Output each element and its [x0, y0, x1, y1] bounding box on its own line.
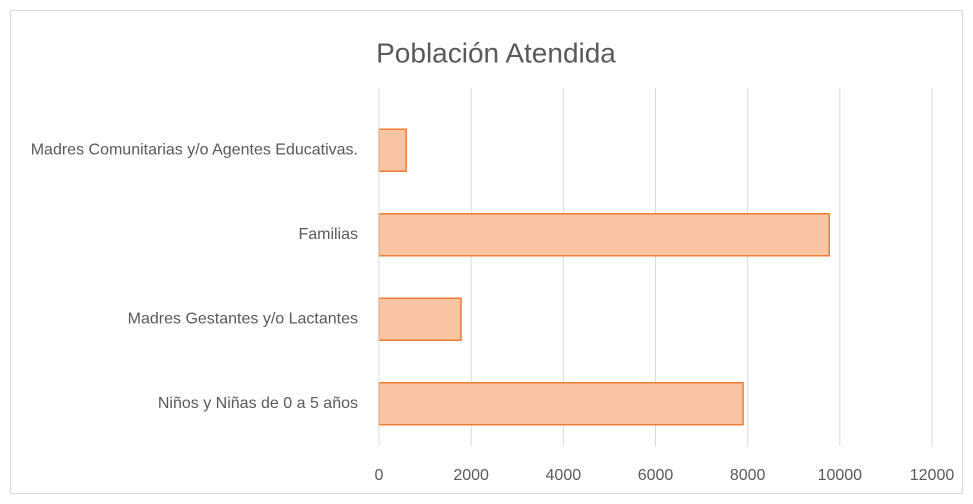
bar [378, 382, 744, 426]
x-tick-label: 8000 [730, 467, 766, 484]
x-tick-label: 6000 [638, 467, 674, 484]
x-tick-label: 0 [375, 467, 384, 484]
y-tick-label: Madres Comunitarias y/o Agentes Educativ… [31, 141, 358, 158]
x-tick-label: 10000 [818, 467, 863, 484]
bar [378, 213, 830, 257]
x-tick-label: 12000 [910, 467, 955, 484]
y-tick-label: Familias [298, 226, 358, 243]
y-tick-label: Madres Gestantes y/o Lactantes [128, 310, 358, 327]
bar [378, 128, 407, 172]
x-tick-label: 4000 [546, 467, 582, 484]
x-tick-label: 2000 [453, 467, 489, 484]
y-tick-label: Niños y Niñas de 0 a 5 años [158, 395, 358, 412]
chart-title: Población Atendida [376, 37, 616, 68]
bar [378, 297, 462, 341]
